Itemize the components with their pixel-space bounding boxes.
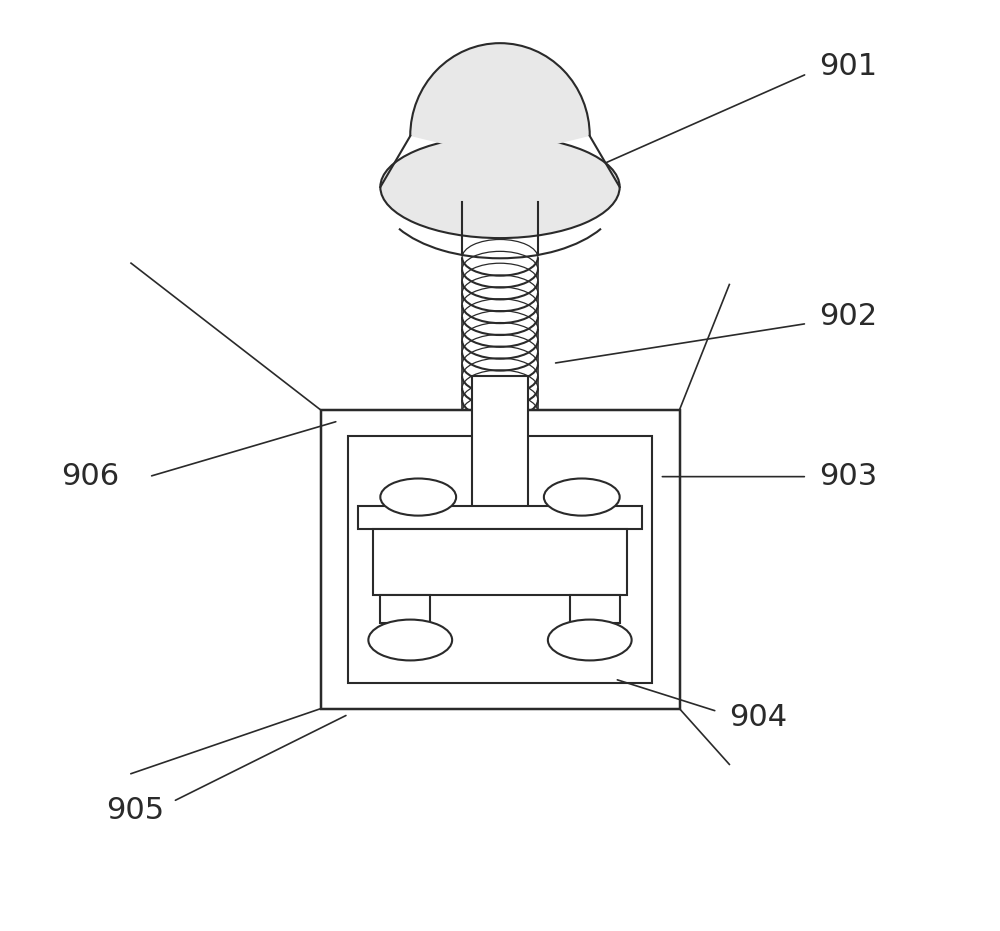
Bar xyxy=(570,596,620,623)
Text: 904: 904 xyxy=(729,704,787,733)
Bar xyxy=(320,410,680,708)
Bar xyxy=(358,506,642,529)
Text: 902: 902 xyxy=(819,303,877,331)
Bar xyxy=(380,596,430,623)
PathPatch shape xyxy=(380,43,620,187)
Bar xyxy=(472,376,528,531)
Ellipse shape xyxy=(380,136,620,238)
Text: 906: 906 xyxy=(61,462,119,492)
Ellipse shape xyxy=(380,479,456,516)
Text: 905: 905 xyxy=(106,796,164,825)
Ellipse shape xyxy=(368,620,452,660)
Text: 903: 903 xyxy=(819,462,877,492)
Bar xyxy=(373,529,627,596)
Ellipse shape xyxy=(544,479,620,516)
Ellipse shape xyxy=(548,620,632,660)
Text: 901: 901 xyxy=(819,52,877,81)
Bar xyxy=(348,436,652,682)
